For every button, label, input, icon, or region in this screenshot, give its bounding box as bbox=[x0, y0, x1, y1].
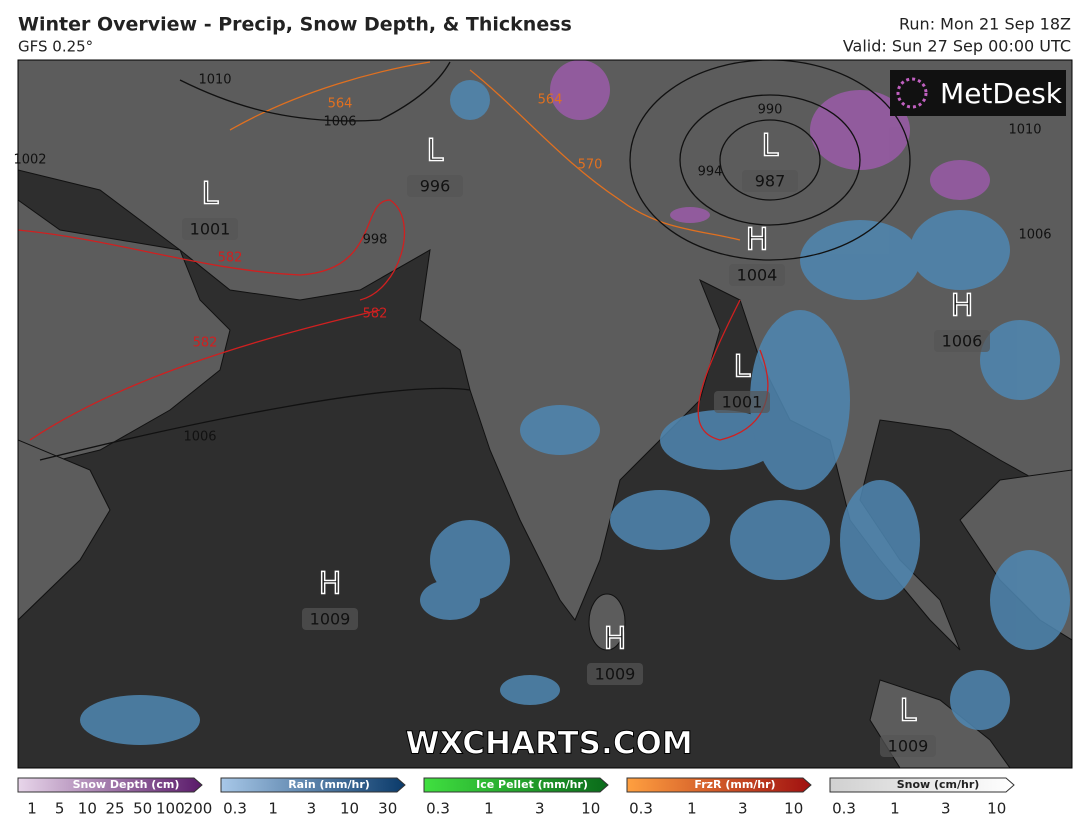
contour-label: 564 bbox=[538, 93, 563, 108]
label-bg bbox=[729, 264, 785, 286]
label-bg bbox=[742, 170, 798, 192]
center-letter: L bbox=[734, 350, 751, 385]
legend-tick: 0.3 bbox=[223, 800, 247, 818]
contour-label: 994 bbox=[698, 165, 723, 180]
legend-tick: 50 bbox=[133, 800, 152, 818]
valid-time: Valid: Sun 27 Sep 00:00 UTC bbox=[843, 37, 1071, 56]
legend-tick: 100 bbox=[156, 800, 185, 818]
legend-tick: 0.3 bbox=[629, 800, 653, 818]
legend-bar bbox=[17, 777, 203, 793]
center-letter: L bbox=[762, 129, 779, 164]
legend-tick: 3 bbox=[941, 800, 951, 818]
label-bg bbox=[880, 735, 936, 757]
legend-bar bbox=[220, 777, 406, 793]
map-frame bbox=[17, 59, 1073, 769]
legend-tick: 10 bbox=[581, 800, 600, 818]
legend-tick: 10 bbox=[987, 800, 1006, 818]
legend-tick: 3 bbox=[738, 800, 748, 818]
center-pressure: 1009 bbox=[595, 665, 636, 684]
rain bbox=[80, 80, 1070, 745]
map bbox=[18, 60, 1072, 768]
center-letter: L bbox=[900, 694, 917, 729]
center-letter: H bbox=[746, 223, 769, 258]
legend-title: FrzR (mm/hr) bbox=[694, 778, 775, 791]
legend-tick: 10 bbox=[784, 800, 803, 818]
land bbox=[18, 199, 231, 471]
legend-tick: 1 bbox=[484, 800, 494, 818]
contour-label: 990 bbox=[758, 103, 783, 118]
center-letter: H bbox=[951, 289, 974, 324]
contour-label: 1010 bbox=[198, 73, 231, 88]
contour-label: 1010 bbox=[1008, 123, 1041, 138]
contour-labels: 1010 1006 1002 998 994 990 1006 1006 1010 564 564 5… bbox=[13, 73, 1051, 445]
snow-depth bbox=[550, 60, 990, 223]
center-pressure: 996 bbox=[420, 177, 451, 196]
center-letter: L bbox=[427, 134, 444, 169]
center-pressure: 1001 bbox=[722, 393, 763, 412]
legend-tick: 3 bbox=[535, 800, 545, 818]
center-pressure: 1009 bbox=[310, 610, 351, 629]
pressure-centers: L 1001 L 996 L 987 H 1004 H 1006 L 1001 H 1009 H 1009 L 1… bbox=[182, 128, 990, 757]
contours bbox=[18, 60, 911, 461]
run-time: Run: Mon 21 Sep 18Z bbox=[899, 15, 1071, 34]
center-letter: L bbox=[202, 177, 219, 212]
legend-title: Snow Depth (cm) bbox=[73, 778, 180, 791]
legend-tick: 1 bbox=[890, 800, 900, 818]
contour-label: 998 bbox=[363, 233, 388, 248]
contour-label: 582 bbox=[218, 251, 243, 266]
land bbox=[588, 593, 626, 651]
label-bg bbox=[407, 175, 463, 197]
center-letter: H bbox=[319, 567, 342, 602]
center-pressure: 1001 bbox=[190, 220, 231, 239]
watermark: WXCHARTS.COM bbox=[405, 726, 692, 762]
label-bg bbox=[302, 608, 358, 630]
center-pressure: 987 bbox=[755, 172, 786, 191]
center-pressure: 1006 bbox=[942, 332, 983, 351]
legend-tick: 5 bbox=[55, 800, 65, 818]
legend-title: Rain (mm/hr) bbox=[288, 778, 370, 791]
legend-title: Snow (cm/hr) bbox=[897, 778, 980, 791]
legend-tick: 30 bbox=[378, 800, 397, 818]
contour-label: 570 bbox=[578, 158, 603, 173]
contour-label: 1002 bbox=[13, 153, 46, 168]
legend-bar bbox=[626, 777, 812, 793]
center-letter: H bbox=[604, 622, 627, 657]
label-bg bbox=[714, 391, 770, 413]
legend-tick: 3 bbox=[307, 800, 317, 818]
land bbox=[18, 439, 111, 621]
contour-label: 1006 bbox=[183, 430, 216, 445]
legend-tick: 1 bbox=[27, 800, 37, 818]
logo: MetDesk bbox=[940, 77, 1063, 110]
legend-tick: 0.3 bbox=[832, 800, 856, 818]
legend-tick: 10 bbox=[78, 800, 97, 818]
legend-bar bbox=[423, 777, 609, 793]
label-bg bbox=[587, 663, 643, 685]
legend-tick: 10 bbox=[340, 800, 359, 818]
contour-label: 582 bbox=[193, 336, 218, 351]
logo-icon bbox=[896, 77, 928, 109]
legend-tick: 0.3 bbox=[426, 800, 450, 818]
legend-tick: 1 bbox=[687, 800, 697, 818]
center-pressure: 1004 bbox=[737, 266, 778, 285]
model: GFS 0.25° bbox=[18, 38, 93, 56]
center-pressure: 1009 bbox=[888, 737, 929, 756]
legend-tick: 1 bbox=[268, 800, 278, 818]
label-bg bbox=[934, 330, 990, 352]
title: Winter Overview - Precip, Snow Depth, & … bbox=[18, 14, 572, 36]
contour-label: 564 bbox=[328, 97, 353, 112]
legend-bar bbox=[829, 777, 1015, 793]
legend-tick: 25 bbox=[105, 800, 124, 818]
contour-label: 1006 bbox=[1018, 228, 1051, 243]
legend-title: Ice Pellet (mm/hr) bbox=[476, 778, 588, 791]
logo-box bbox=[890, 70, 1066, 116]
legend-tick: 200 bbox=[184, 800, 213, 818]
contour-label: 582 bbox=[363, 307, 388, 322]
contour-label: 1006 bbox=[323, 115, 356, 130]
label-bg bbox=[182, 218, 238, 240]
